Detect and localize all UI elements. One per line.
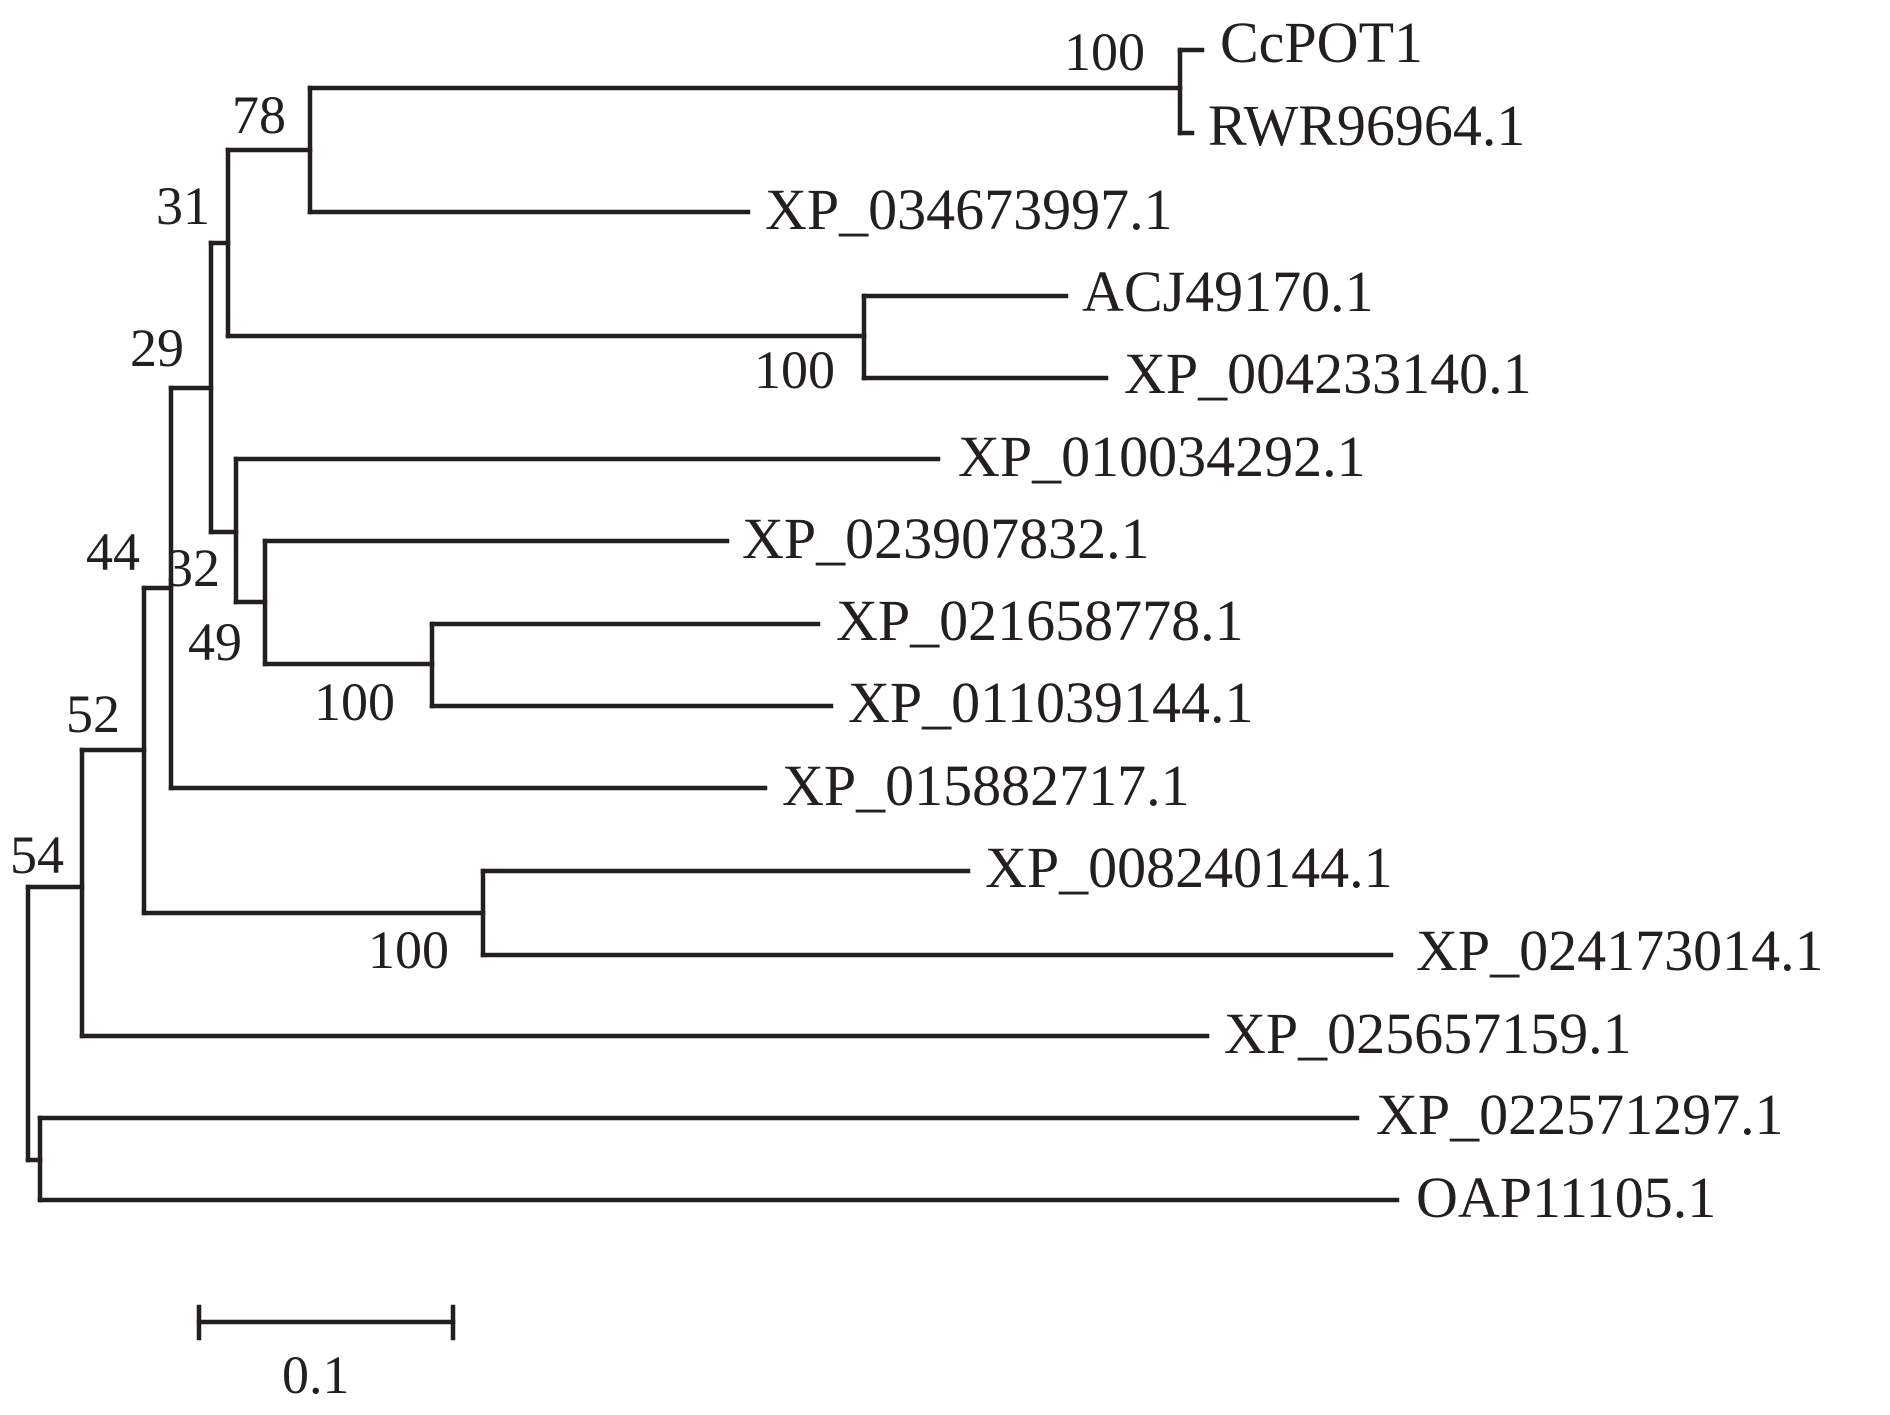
bootstrap-ccpot1-rwr96964: 100 — [1064, 22, 1145, 82]
tip-label-rwr96964: RWR96964.1 — [1208, 93, 1525, 158]
tip-label-xp024173014: XP_024173014.1 — [1416, 918, 1824, 983]
tip-label-xp022571297: XP_022571297.1 — [1376, 1082, 1784, 1147]
bootstrap-xp008240144-xp024173014: 100 — [368, 920, 449, 980]
tip-label-xp025657159: XP_025657159.1 — [1224, 1001, 1632, 1066]
tip-label-xp021658778: XP_021658778.1 — [836, 588, 1244, 653]
tip-label-xp015882717: XP_015882717.1 — [782, 753, 1190, 818]
bootstrap-xp021658778-xp011039144: 100 — [314, 672, 395, 732]
tip-label-oap11105: OAP11105.1 — [1416, 1165, 1716, 1230]
scale-bar: 0.1 — [196, 1304, 456, 1405]
tip-label-xp011039144: XP_011039144.1 — [848, 670, 1254, 735]
tree-branches — [25, 47, 1400, 1203]
bootstrap-node-49: 49 — [188, 612, 242, 672]
bootstrap-node-29: 29 — [130, 318, 184, 378]
bootstrap-labels: 100 78 31 100 29 32 49 100 44 52 100 54 — [10, 22, 1145, 980]
tip-label-xp004233140: XP_004233140.1 — [1124, 341, 1532, 406]
scale-bar-label: 0.1 — [282, 1345, 350, 1405]
tip-label-acj49170: ACJ49170.1 — [1082, 259, 1374, 324]
bootstrap-node-52: 52 — [66, 684, 120, 744]
bootstrap-acj49170-xp004233140: 100 — [754, 340, 835, 400]
bootstrap-node-44: 44 — [86, 522, 140, 582]
tip-labels: CcPOT1 RWR96964.1 XP_034673997.1 ACJ4917… — [742, 10, 1824, 1230]
tip-label-xp008240144: XP_008240144.1 — [985, 835, 1393, 900]
bootstrap-node-54: 54 — [10, 825, 64, 885]
tip-label-xp010034292: XP_010034292.1 — [958, 424, 1366, 489]
tip-label-xp023907832: XP_023907832.1 — [742, 506, 1150, 571]
bootstrap-node-31: 31 — [156, 176, 210, 236]
bootstrap-node-32: 32 — [166, 538, 220, 598]
tip-label-xp034673997: XP_034673997.1 — [765, 177, 1173, 242]
tip-label-ccpot1: CcPOT1 — [1220, 10, 1423, 75]
bootstrap-node-78: 78 — [232, 85, 286, 145]
